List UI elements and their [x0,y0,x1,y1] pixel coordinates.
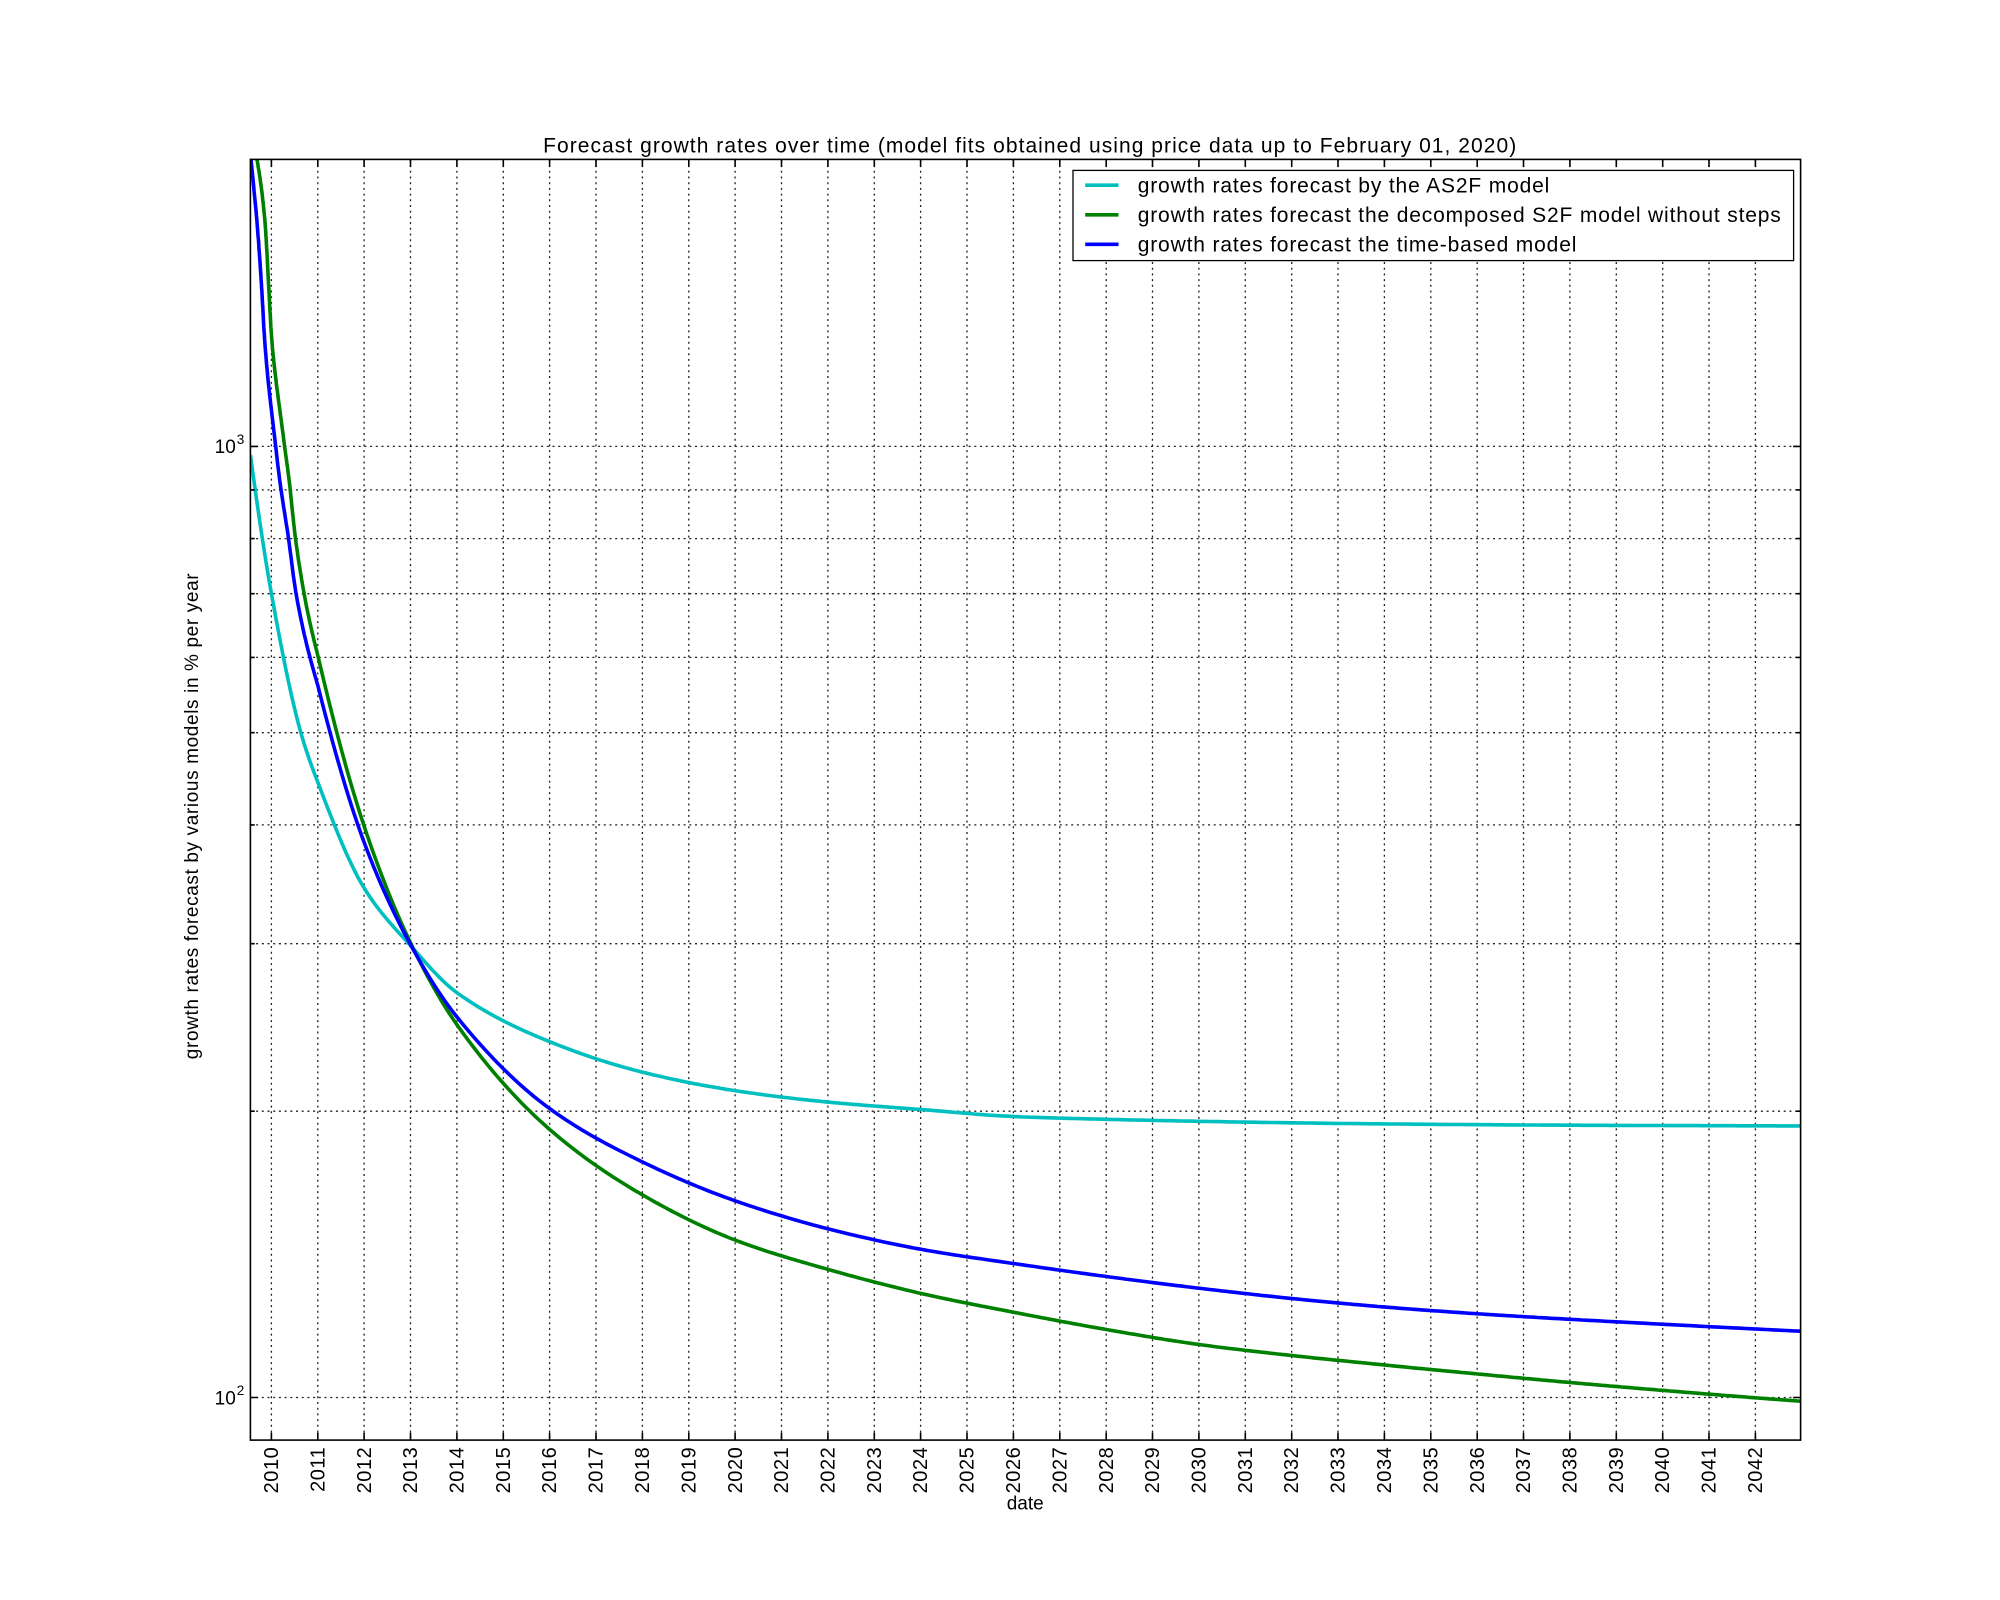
svg-text:Forecast growth rates over tim: Forecast growth rates over time (model f… [543,135,1517,158]
svg-text:2013: 2013 [400,1447,422,1494]
svg-text:2022: 2022 [818,1447,840,1494]
svg-text:2031: 2031 [1235,1447,1257,1494]
svg-text:2: 2 [237,1383,245,1398]
svg-text:growth rates forecast by the A: growth rates forecast by the AS2F model [1138,174,1551,197]
svg-text:2040: 2040 [1652,1447,1674,1494]
svg-text:2018: 2018 [632,1447,654,1494]
svg-text:2034: 2034 [1374,1447,1396,1494]
svg-text:2023: 2023 [864,1447,886,1494]
svg-text:2011: 2011 [307,1447,329,1492]
svg-text:2035: 2035 [1420,1447,1442,1494]
svg-text:2015: 2015 [493,1447,515,1494]
svg-text:2027: 2027 [1049,1447,1071,1494]
svg-text:2024: 2024 [910,1447,932,1494]
svg-text:2036: 2036 [1467,1447,1489,1494]
svg-text:2037: 2037 [1513,1447,1535,1494]
svg-text:growth rates forecast the deco: growth rates forecast the decomposed S2F… [1138,204,1782,227]
svg-text:2016: 2016 [539,1447,561,1494]
svg-text:3: 3 [237,432,245,447]
svg-text:growth rates forecast by vario: growth rates forecast by various models … [182,573,203,1059]
svg-text:2014: 2014 [447,1447,469,1494]
svg-text:2025: 2025 [957,1447,979,1494]
svg-text:2010: 2010 [261,1447,283,1494]
svg-text:2026: 2026 [1003,1447,1025,1494]
svg-text:2017: 2017 [586,1447,608,1494]
svg-text:2041: 2041 [1699,1447,1721,1494]
svg-text:2021: 2021 [771,1447,793,1494]
svg-text:2038: 2038 [1560,1447,1582,1494]
svg-text:2033: 2033 [1328,1447,1350,1494]
svg-text:2029: 2029 [1142,1447,1164,1494]
svg-text:2019: 2019 [678,1447,700,1494]
svg-text:2028: 2028 [1096,1447,1118,1494]
svg-text:2020: 2020 [725,1447,747,1494]
svg-text:2042: 2042 [1745,1447,1767,1494]
svg-text:10: 10 [215,1388,236,1409]
svg-text:2012: 2012 [354,1447,376,1494]
svg-text:date: date [1007,1494,1044,1515]
svg-text:10: 10 [215,437,236,458]
svg-text:growth rates forecast the time: growth rates forecast the time-based mod… [1138,234,1578,257]
svg-text:2039: 2039 [1606,1447,1628,1494]
svg-text:2030: 2030 [1189,1447,1211,1494]
svg-text:2032: 2032 [1281,1447,1303,1494]
